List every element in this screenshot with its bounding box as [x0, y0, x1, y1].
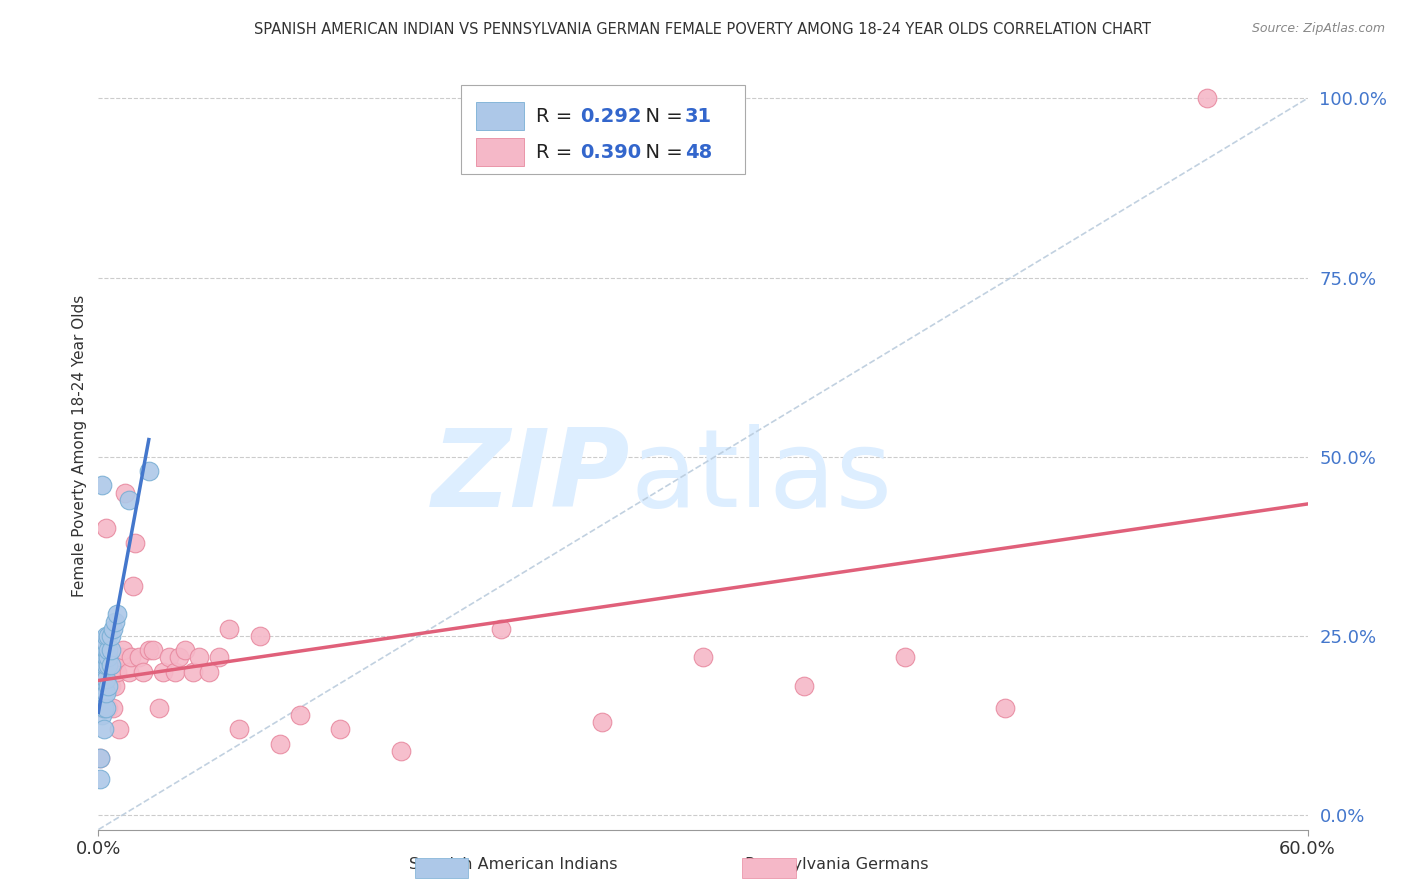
- Point: [249, 629, 271, 643]
- Point: [114, 485, 136, 500]
- Point: [893, 650, 915, 665]
- Point: [138, 464, 160, 478]
- Point: [96, 636, 118, 650]
- Point: [118, 665, 141, 679]
- Text: R =: R =: [536, 107, 579, 126]
- Point: [97, 650, 120, 665]
- Point: [100, 657, 122, 672]
- Point: [96, 521, 118, 535]
- Point: [97, 643, 120, 657]
- Point: [188, 650, 211, 665]
- Point: [152, 665, 174, 679]
- Point: [132, 665, 155, 679]
- Text: N =: N =: [633, 107, 689, 126]
- Point: [110, 650, 132, 665]
- Point: [167, 650, 190, 665]
- Point: [96, 650, 118, 665]
- Point: [148, 700, 170, 714]
- Text: 31: 31: [685, 107, 711, 126]
- Point: [120, 650, 142, 665]
- Point: [118, 492, 141, 507]
- Point: [89, 772, 111, 787]
- Point: [91, 707, 114, 722]
- Point: [124, 536, 146, 550]
- Point: [198, 665, 221, 679]
- Point: [97, 657, 120, 672]
- Point: [228, 722, 250, 736]
- Point: [208, 650, 231, 665]
- Point: [91, 700, 114, 714]
- Point: [142, 643, 165, 657]
- Point: [91, 478, 114, 492]
- Text: 0.390: 0.390: [579, 143, 641, 161]
- Point: [103, 650, 125, 665]
- Point: [157, 650, 180, 665]
- Point: [1195, 91, 1218, 105]
- Point: [93, 665, 115, 679]
- Text: 0.292: 0.292: [579, 107, 641, 126]
- Point: [96, 657, 118, 672]
- Point: [389, 744, 412, 758]
- Text: SPANISH AMERICAN INDIAN VS PENNSYLVANIA GERMAN FEMALE POVERTY AMONG 18-24 YEAR O: SPANISH AMERICAN INDIAN VS PENNSYLVANIA …: [254, 22, 1152, 37]
- Point: [89, 751, 111, 765]
- Point: [591, 714, 613, 729]
- Point: [100, 643, 122, 657]
- Point: [96, 686, 118, 700]
- Point: [103, 679, 125, 693]
- FancyBboxPatch shape: [461, 86, 745, 174]
- Point: [96, 700, 118, 714]
- Point: [111, 643, 134, 657]
- Point: [101, 622, 124, 636]
- Point: [163, 665, 186, 679]
- Point: [93, 657, 115, 672]
- Point: [128, 650, 150, 665]
- Point: [100, 629, 122, 643]
- Point: [93, 686, 115, 700]
- Text: ZIP: ZIP: [432, 424, 630, 530]
- Text: N =: N =: [633, 143, 689, 161]
- Point: [105, 607, 128, 622]
- Point: [121, 579, 143, 593]
- Point: [269, 737, 291, 751]
- Point: [107, 722, 129, 736]
- Point: [93, 665, 115, 679]
- Point: [97, 679, 120, 693]
- Point: [994, 700, 1017, 714]
- Point: [93, 722, 115, 736]
- Point: [89, 751, 111, 765]
- FancyBboxPatch shape: [475, 103, 524, 130]
- Text: Source: ZipAtlas.com: Source: ZipAtlas.com: [1251, 22, 1385, 36]
- Point: [100, 665, 122, 679]
- Point: [491, 622, 513, 636]
- Point: [96, 672, 118, 686]
- Point: [96, 629, 118, 643]
- Text: atlas: atlas: [630, 424, 893, 530]
- Point: [181, 665, 204, 679]
- Point: [138, 643, 160, 657]
- Point: [288, 707, 311, 722]
- Point: [100, 679, 122, 693]
- Point: [329, 722, 352, 736]
- Text: Pennsylvania Germans: Pennsylvania Germans: [745, 857, 928, 872]
- Text: R =: R =: [536, 143, 579, 161]
- Point: [96, 643, 118, 657]
- Point: [105, 665, 128, 679]
- FancyBboxPatch shape: [475, 138, 524, 166]
- Point: [103, 615, 125, 629]
- Point: [101, 700, 124, 714]
- Point: [97, 629, 120, 643]
- Point: [97, 700, 120, 714]
- Text: Spanish American Indians: Spanish American Indians: [409, 857, 617, 872]
- Point: [174, 643, 197, 657]
- Point: [93, 700, 115, 714]
- Point: [218, 622, 240, 636]
- Y-axis label: Female Poverty Among 18-24 Year Olds: Female Poverty Among 18-24 Year Olds: [72, 295, 87, 597]
- Point: [692, 650, 714, 665]
- Point: [793, 679, 815, 693]
- Point: [93, 679, 115, 693]
- Point: [93, 679, 115, 693]
- Text: 48: 48: [685, 143, 711, 161]
